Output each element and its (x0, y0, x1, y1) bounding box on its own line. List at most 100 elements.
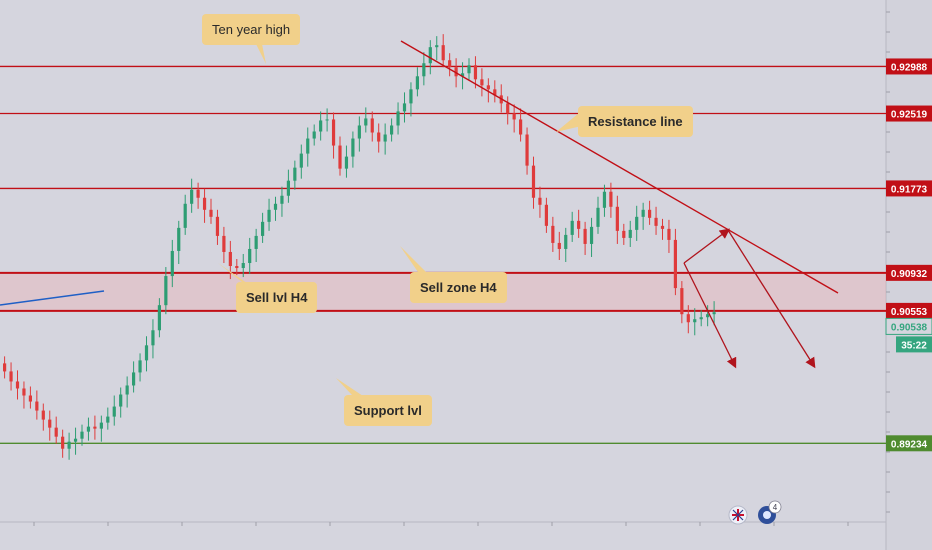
candle-body (61, 436, 65, 449)
candle-body (106, 416, 110, 423)
note-pointer-ten-year (256, 44, 266, 64)
candle-body (654, 217, 658, 226)
candle-body (609, 191, 613, 207)
candle-body (241, 263, 245, 269)
candle-body (422, 63, 426, 77)
candle-body (486, 85, 490, 90)
candle-body (254, 235, 258, 249)
candle-body (660, 225, 665, 229)
candle-body (209, 209, 213, 217)
candle-body (531, 165, 536, 198)
candle-body (635, 216, 639, 230)
candle-body (377, 132, 381, 142)
projection-arrow-down-2 (727, 229, 816, 369)
price-level-badge (886, 435, 932, 452)
candle-body (331, 119, 336, 146)
event-count-label: 4 (773, 503, 778, 512)
support-level-note: Support lvl (344, 395, 432, 426)
candle-body (9, 371, 13, 382)
candle-body (319, 120, 323, 132)
candle-body (3, 363, 7, 372)
candle-body (544, 204, 548, 226)
candle-body (202, 197, 207, 210)
blue-trend-line[interactable] (0, 290, 105, 306)
candle-body (596, 207, 600, 227)
candle-body (512, 113, 516, 120)
candle-body (177, 227, 181, 251)
candle-body (138, 360, 142, 373)
current-price-label: 0.90538 (891, 322, 928, 333)
price-level-label: 0.92988 (891, 62, 928, 73)
candle-body (525, 134, 529, 166)
candle-body (112, 406, 116, 417)
candle-body (357, 125, 361, 139)
candle-body (293, 167, 297, 181)
candle-body (299, 153, 303, 168)
candle-body (41, 410, 45, 420)
note-pointer-support (336, 378, 366, 398)
candle-body (273, 203, 278, 210)
candle-body (564, 234, 568, 249)
candle-body (261, 221, 265, 236)
candle-body (693, 319, 697, 323)
candle-body (686, 314, 690, 323)
candle-body (473, 65, 478, 80)
candle-body (267, 209, 271, 222)
candle-body (448, 60, 452, 68)
candle-body (48, 419, 52, 428)
candle-body (222, 235, 226, 252)
countdown-badge (896, 336, 932, 353)
price-level-label: 0.90553 (891, 307, 928, 318)
candle-body (235, 266, 239, 269)
candle-body (215, 216, 220, 236)
candle-body (628, 229, 632, 238)
candle-body (519, 119, 523, 135)
candle-body (228, 251, 232, 267)
price-level-badge (886, 302, 932, 319)
candle-body (396, 111, 400, 126)
candle-body (506, 103, 510, 114)
candle-body (306, 138, 310, 154)
candle-body (248, 248, 252, 264)
candle-body (67, 441, 71, 449)
price-level-badge (886, 58, 932, 75)
ten-year-high-note: Ten year high (202, 14, 301, 45)
candle-body (22, 388, 26, 396)
candle-body (28, 395, 32, 402)
candle-body (493, 89, 497, 96)
candle-body (667, 228, 671, 240)
candle-body (151, 330, 155, 346)
sell-level-note: Sell lvl H4 (236, 282, 318, 313)
candle-body (551, 225, 555, 243)
resistance-line-note: Resistance line (578, 106, 693, 137)
current-price-badge (885, 317, 932, 335)
candle-body (164, 276, 168, 306)
price-level-label: 0.90932 (891, 269, 928, 280)
price-level-badge (886, 105, 932, 122)
candle-body (615, 206, 619, 231)
candle-body (73, 438, 78, 442)
candle-body (364, 118, 368, 126)
resistance-trend-line[interactable] (400, 40, 839, 294)
candle-body (557, 242, 561, 249)
price-level-badge (886, 264, 932, 281)
candle-body (435, 45, 439, 48)
projection-arrow-down-1 (683, 262, 737, 369)
candle-body (570, 220, 574, 235)
candle-body (641, 209, 645, 217)
candle-body (183, 203, 187, 228)
candle-body (538, 197, 542, 205)
calendar-core (763, 511, 771, 519)
candle-body (196, 189, 200, 198)
candle-body (467, 65, 471, 74)
candle-body (35, 401, 39, 411)
candle-body (15, 381, 20, 389)
candle-body (409, 89, 413, 104)
note-pointer-sell-zone (400, 246, 430, 276)
candle-body (370, 118, 374, 133)
candle-body (119, 394, 123, 407)
candle-body (460, 73, 465, 77)
candle-body (190, 189, 194, 204)
